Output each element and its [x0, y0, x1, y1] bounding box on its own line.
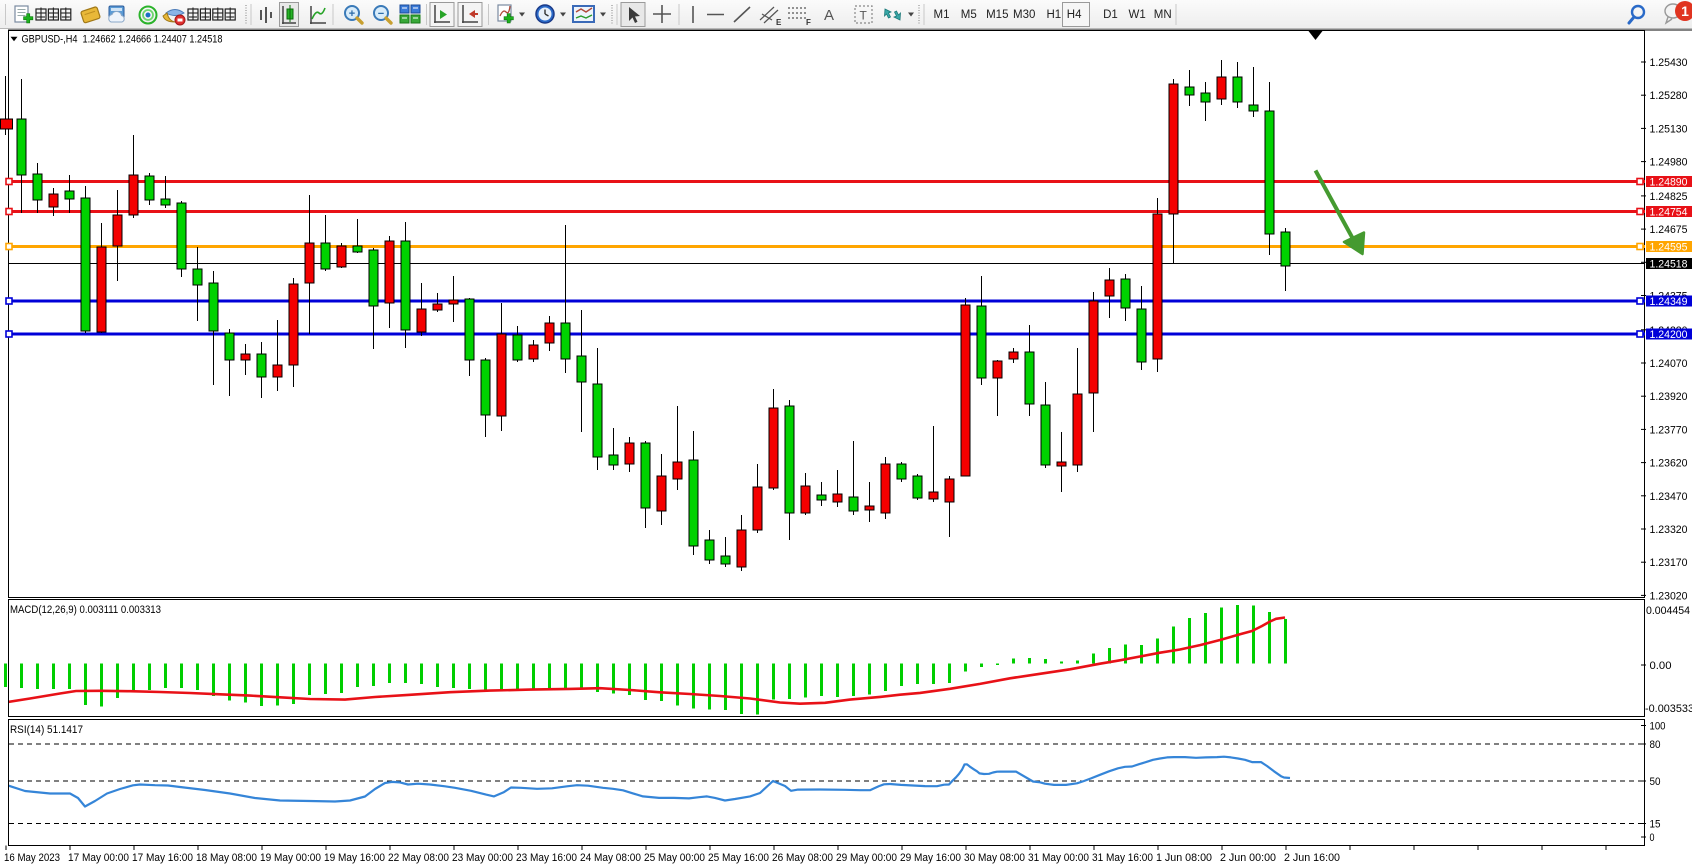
svg-text:T: T [860, 9, 868, 23]
svg-text:0.004454: 0.004454 [1646, 605, 1690, 617]
svg-text:1.24518: 1.24518 [1650, 259, 1688, 271]
svg-text:0.00: 0.00 [1650, 660, 1672, 672]
svg-text:1.24349: 1.24349 [1650, 296, 1688, 308]
svg-text:31 May 00:00: 31 May 00:00 [1028, 852, 1089, 864]
svg-text:1.23320: 1.23320 [1650, 524, 1688, 536]
svg-text:E: E [776, 18, 782, 27]
svg-text:30 May 08:00: 30 May 08:00 [964, 852, 1025, 864]
svg-text:1.25130: 1.25130 [1650, 123, 1688, 135]
svg-text:1.24595: 1.24595 [1650, 242, 1688, 254]
svg-text:19 May 00:00: 19 May 00:00 [260, 852, 321, 864]
svg-text:2 Jun 16:00: 2 Jun 16:00 [1284, 852, 1340, 864]
svg-text:1.23470: 1.23470 [1650, 491, 1688, 503]
svg-text:1.23920: 1.23920 [1650, 391, 1688, 403]
svg-text:100: 100 [1650, 721, 1666, 733]
svg-text:26 May 08:00: 26 May 08:00 [772, 852, 833, 864]
svg-text:1.23620: 1.23620 [1650, 458, 1688, 470]
svg-text:31 May 16:00: 31 May 16:00 [1092, 852, 1153, 864]
svg-text:MN: MN [1154, 9, 1172, 21]
svg-text:25 May 00:00: 25 May 00:00 [644, 852, 705, 864]
svg-text:D1: D1 [1103, 9, 1118, 21]
svg-text:2 Jun 00:00: 2 Jun 00:00 [1220, 852, 1276, 864]
svg-text:50: 50 [1650, 776, 1661, 788]
svg-text:19 May 16:00: 19 May 16:00 [324, 852, 385, 864]
svg-text:M1: M1 [934, 9, 950, 21]
svg-text:1.24675: 1.24675 [1650, 224, 1688, 236]
svg-text:1 Jun 08:00: 1 Jun 08:00 [1156, 852, 1212, 864]
svg-text:17 May 16:00: 17 May 16:00 [132, 852, 193, 864]
svg-text:1.24825: 1.24825 [1650, 191, 1688, 203]
svg-text:F: F [806, 18, 811, 27]
svg-text:M5: M5 [961, 9, 977, 21]
svg-text:18 May 08:00: 18 May 08:00 [196, 852, 257, 864]
svg-text:MACD(12,26,9) 0.003111 0.00331: MACD(12,26,9) 0.003111 0.003313 [10, 604, 161, 616]
svg-text:+: + [349, 8, 355, 20]
svg-text:80: 80 [1650, 739, 1661, 751]
svg-text:23 May 00:00: 23 May 00:00 [452, 852, 513, 864]
svg-text:17 May 00:00: 17 May 00:00 [68, 852, 129, 864]
svg-text:16 May 2023: 16 May 2023 [4, 852, 60, 864]
svg-text:23 May 16:00: 23 May 16:00 [516, 852, 577, 864]
svg-text:1.24980: 1.24980 [1650, 157, 1688, 169]
svg-text:1.24200: 1.24200 [1650, 329, 1688, 341]
svg-text:1: 1 [1681, 3, 1689, 19]
svg-text:1.25280: 1.25280 [1650, 90, 1688, 102]
svg-text:-0.003533: -0.003533 [1645, 703, 1692, 715]
svg-text:1.23020: 1.23020 [1650, 590, 1688, 602]
svg-text:25 May 16:00: 25 May 16:00 [708, 852, 769, 864]
svg-text:RSI(14) 51.1417: RSI(14) 51.1417 [10, 724, 83, 736]
svg-text:0: 0 [1650, 832, 1655, 844]
svg-text:W1: W1 [1129, 9, 1146, 21]
svg-text:22 May 08:00: 22 May 08:00 [388, 852, 449, 864]
svg-text:1.25430: 1.25430 [1650, 57, 1688, 69]
svg-text:−: − [378, 8, 384, 20]
svg-text:H4: H4 [1067, 9, 1082, 21]
svg-text:1.24754: 1.24754 [1650, 207, 1688, 219]
svg-text:M15: M15 [986, 9, 1008, 21]
svg-text:29 May 16:00: 29 May 16:00 [900, 852, 961, 864]
svg-text:M30: M30 [1013, 9, 1035, 21]
svg-text:1.23170: 1.23170 [1650, 557, 1688, 569]
svg-text:1.23770: 1.23770 [1650, 424, 1688, 436]
svg-text:1.24070: 1.24070 [1650, 358, 1688, 370]
svg-text:H1: H1 [1047, 9, 1062, 21]
svg-text:GBPUSD-,H4 1.24662 1.24666 1.: GBPUSD-,H4 1.24662 1.24666 1.24407 1.245… [22, 34, 223, 46]
svg-text:15: 15 [1650, 819, 1661, 831]
svg-text:24 May 08:00: 24 May 08:00 [580, 852, 641, 864]
svg-text:1.24890: 1.24890 [1650, 177, 1688, 189]
svg-text:29 May 00:00: 29 May 00:00 [836, 852, 897, 864]
svg-text:A: A [824, 7, 834, 24]
